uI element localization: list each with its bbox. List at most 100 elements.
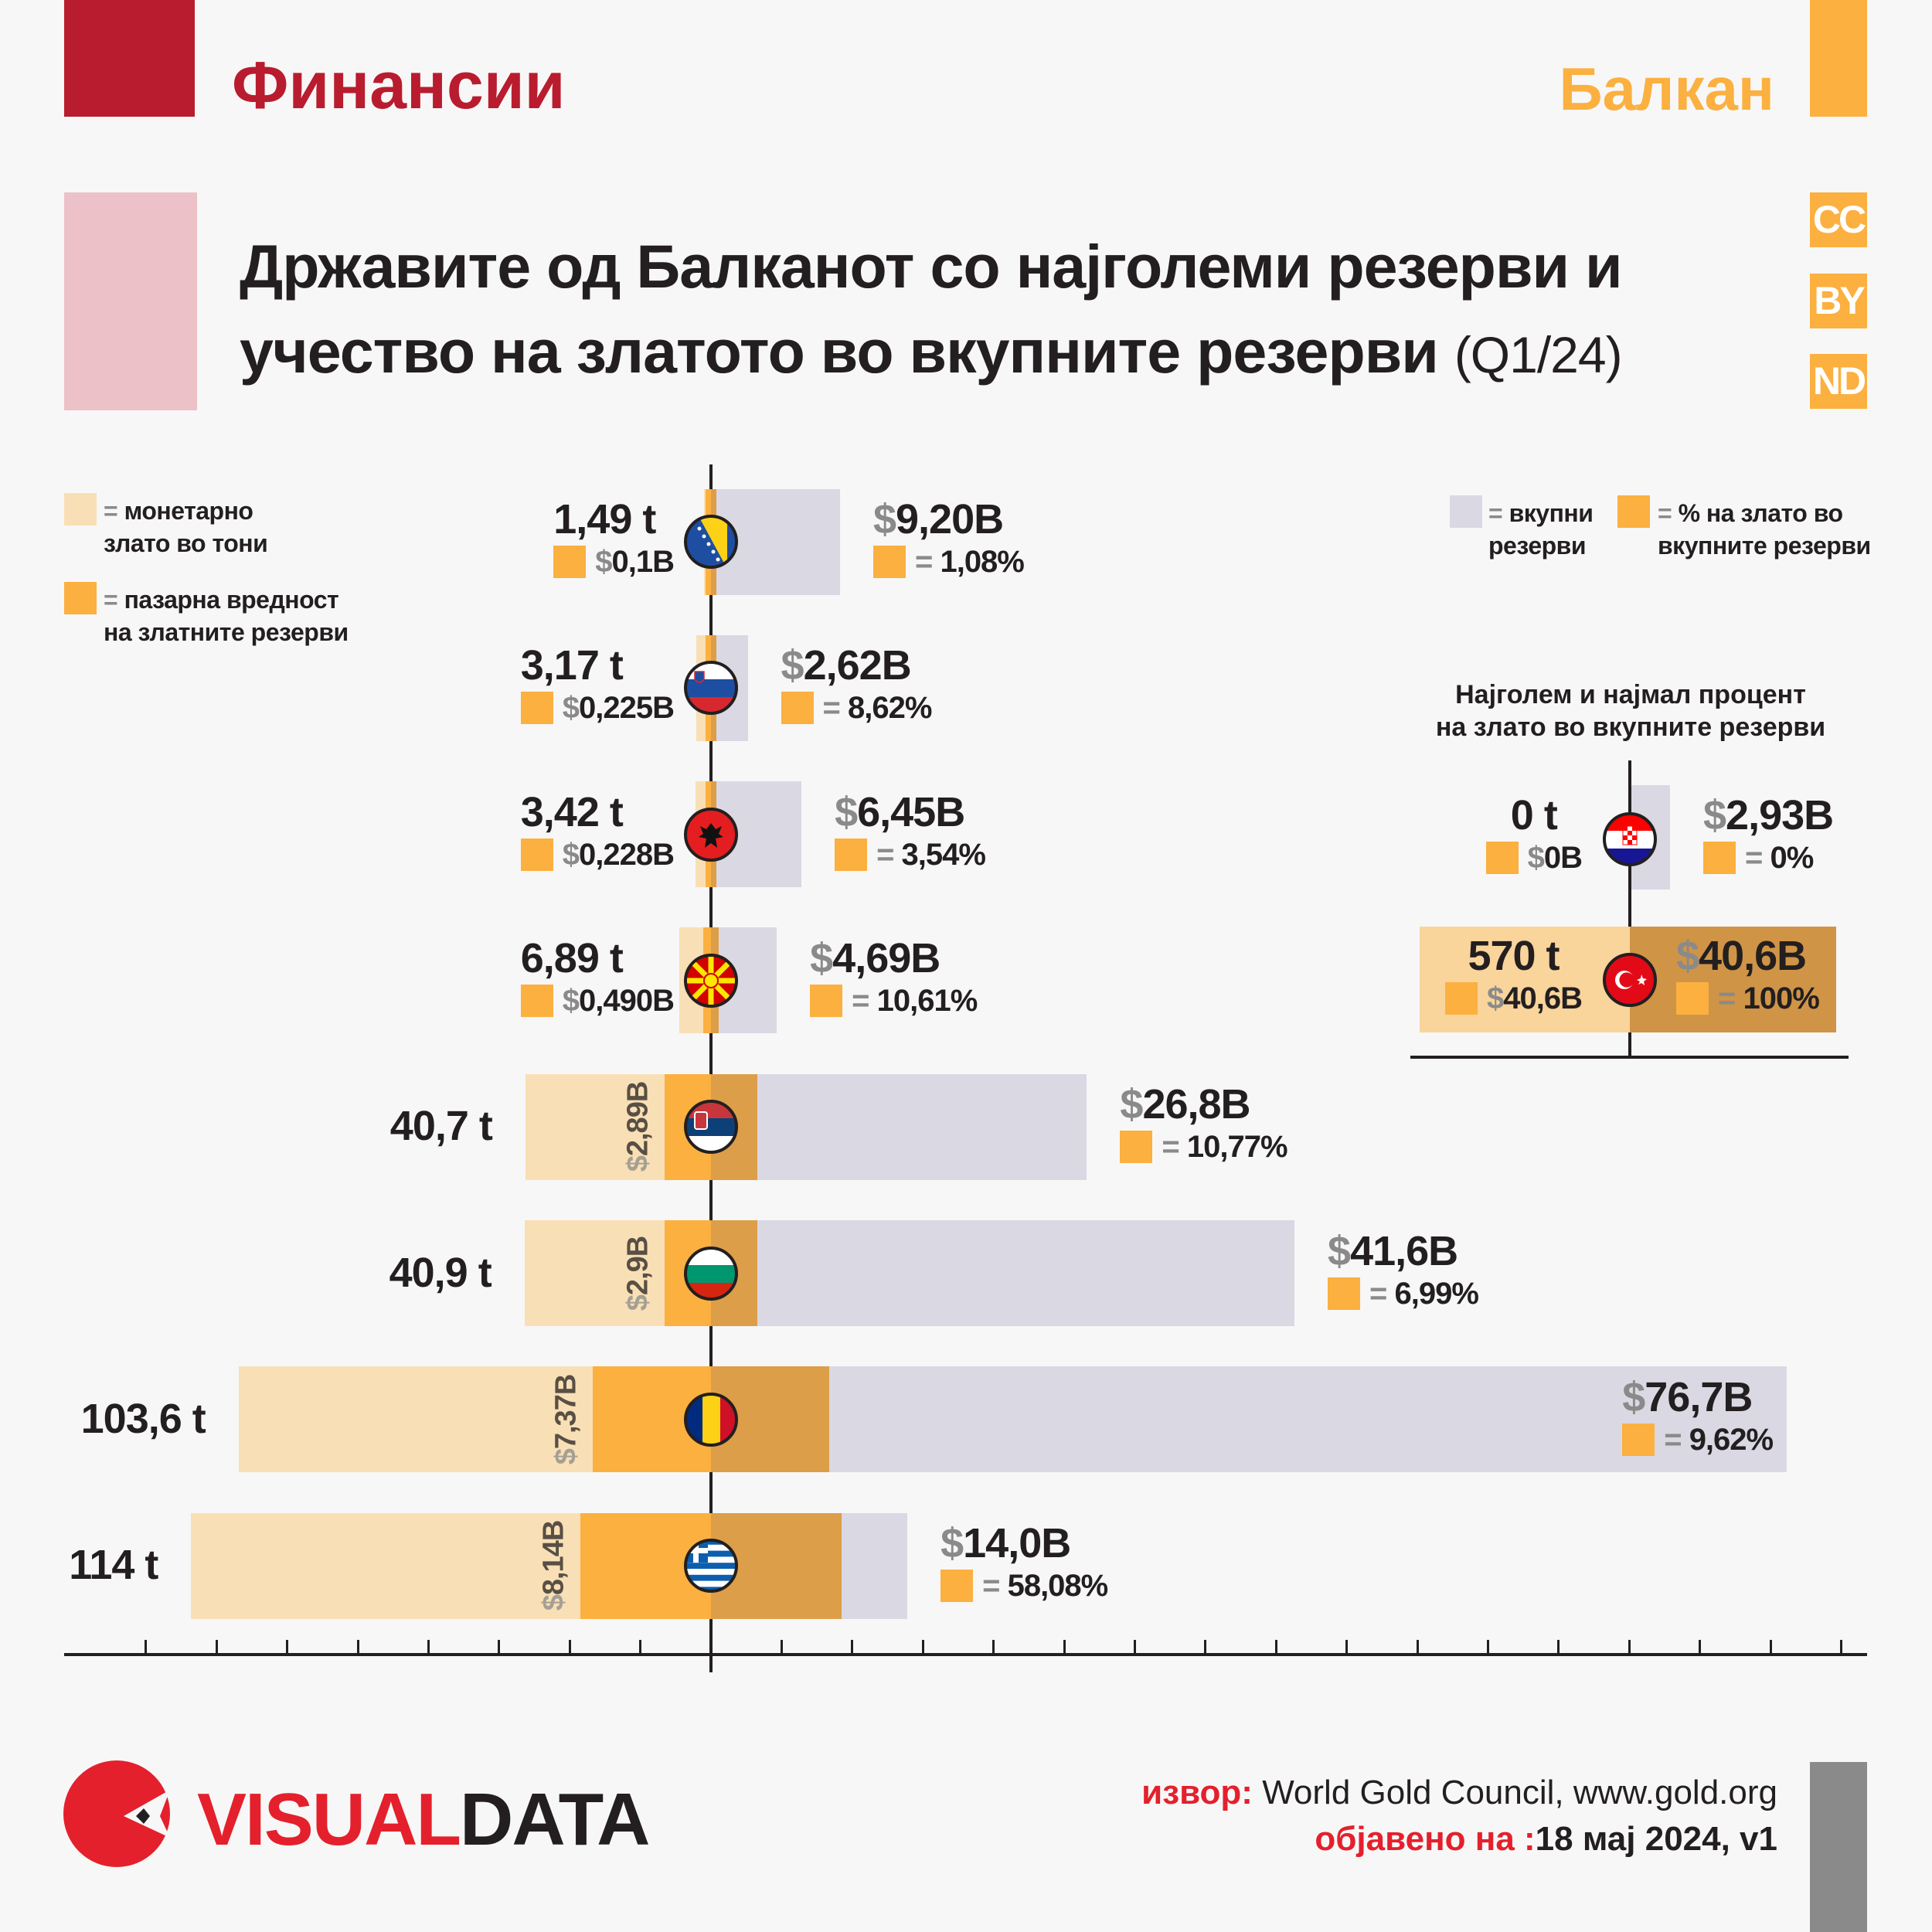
legend-eq: =: [1658, 499, 1672, 527]
tonnes-label: 570 t: [1468, 933, 1560, 979]
license-by-badge: BY: [1810, 274, 1867, 328]
legend-eq: =: [1488, 499, 1503, 527]
axis-tick: [1416, 1640, 1419, 1655]
total-reserves-bar: [711, 1220, 1295, 1326]
gold-share-label: = 10,61%: [810, 982, 978, 1019]
flag-gr: [684, 1539, 738, 1594]
amount: 40,6B: [1699, 933, 1807, 979]
gold-share-label-text: = 6,99%: [1369, 1275, 1479, 1312]
gold-value: 7,37B: [549, 1374, 583, 1449]
inset-horizontal-axis: [1410, 1056, 1849, 1059]
right-label-block: $6,45B = 3,54%: [835, 788, 986, 873]
total-reserves-label: $2,62B: [781, 641, 932, 689]
gold-value-label: $0,490B: [520, 982, 675, 1019]
gold-share-label-text: = 0%: [1745, 839, 1814, 876]
flag-hr: [1603, 812, 1657, 866]
flag-tr-icon: [1603, 953, 1657, 1007]
currency-sign: $: [1120, 1081, 1143, 1128]
flag-rs-icon: [684, 1100, 738, 1155]
tonnes-label: 3,42 t: [520, 788, 624, 835]
gold-value-label: $0,1B: [553, 543, 675, 580]
axis-tick: [992, 1640, 995, 1655]
axis-tick: [1628, 1640, 1631, 1655]
logo-visual: VISUAL: [197, 1778, 461, 1861]
axis-tick: [921, 1640, 924, 1655]
inset-title-line-1: Најголем и најмал процент: [1455, 680, 1806, 709]
value-swatch: [1622, 1423, 1655, 1456]
currency-sign: $: [1328, 1227, 1351, 1274]
total-reserves-label: $26,8B: [1120, 1080, 1287, 1128]
value-swatch: [835, 838, 868, 871]
legend-tonnes-swatch: [64, 493, 97, 526]
gold-value: 0,490B: [579, 983, 675, 1018]
gold-share-label: = 9,62%: [1622, 1421, 1774, 1458]
axis-tick: [1133, 1640, 1136, 1655]
flag-gr-icon: [684, 1539, 738, 1594]
inset-right-label-block: $2,93B = 0%: [1703, 791, 1834, 876]
gold-value-label: $0,225B: [520, 689, 675, 726]
gold-share-label: = 100%: [1676, 980, 1820, 1017]
logo-data: DATA: [460, 1778, 650, 1861]
flag-mk: [684, 953, 738, 1008]
inset-title-line-2: на злато во вкупните резерви: [1435, 713, 1826, 742]
axis-tick: [427, 1640, 430, 1655]
axis-tick: [1557, 1640, 1560, 1655]
eq-sign: =: [1162, 1130, 1179, 1165]
tonnes-label: 0 t: [1510, 792, 1558, 838]
gold-value-vertical-label: $2,89B: [622, 1082, 655, 1172]
amount: 41,6B: [1350, 1227, 1458, 1274]
legend-value: = пазарна вредност на златните резерви: [104, 583, 359, 648]
gold-value: 0,1B: [611, 545, 675, 579]
left-label-block: 1,49 t $0,1B: [553, 495, 675, 580]
visualdata-logo-icon: [63, 1760, 170, 1867]
flag-bg: [684, 1246, 738, 1301]
axis-tick: [1486, 1640, 1489, 1655]
left-label-block: 6,89 t $0,490B: [520, 934, 675, 1019]
inset-right-label-block: $40,6B = 100%: [1676, 932, 1820, 1017]
source-block: извор: World Gold Council, www.gold.org …: [1141, 1770, 1777, 1862]
currency-sign: $: [562, 691, 580, 726]
gold-value-label-text: $0,228B: [563, 836, 675, 873]
value-swatch: [1703, 842, 1736, 874]
currency-sign: $: [537, 1595, 570, 1611]
value-swatch: [520, 838, 553, 871]
share-value: 100%: [1743, 981, 1819, 1015]
eq-sign: =: [852, 983, 869, 1018]
legend-share: = % на злато во вкупните резерви: [1658, 497, 1874, 562]
gold-value-vertical-label: $2,9B: [621, 1236, 655, 1310]
currency-sign: $: [835, 788, 858, 835]
right-label-block: $4,69B = 10,61%: [810, 934, 978, 1019]
tonnes-label: 40,9 t: [389, 1249, 492, 1296]
share-value: 8,62%: [848, 691, 932, 726]
source-text: World Gold Council, www.gold.org: [1262, 1774, 1777, 1811]
published-label: објавено на :: [1315, 1820, 1536, 1858]
gold-share-label-text: = 58,08%: [982, 1567, 1108, 1604]
currency-sign: $: [1527, 841, 1545, 875]
gold-share-label: = 3,54%: [835, 836, 986, 873]
currency-sign: $: [940, 1520, 964, 1567]
left-label-block: 3,17 t $0,225B: [520, 641, 675, 726]
tonnes-label: 6,89 t: [520, 934, 624, 981]
gold-value-label: $0B: [1485, 839, 1583, 876]
value-swatch: [940, 1570, 974, 1603]
right-label-block: $2,62B = 8,62%: [781, 641, 932, 726]
axis-tick: [498, 1640, 501, 1655]
value-swatch: [781, 692, 814, 725]
axis-tick: [568, 1640, 571, 1655]
flag-al-icon: [684, 807, 738, 862]
gold-value: 0B: [1543, 841, 1583, 875]
legend-share-label: % на злато во вкупните резерви: [1658, 499, 1871, 560]
gold-value-label-text: $0B: [1527, 839, 1583, 876]
right-label-block: $26,8B = 10,77%: [1120, 1080, 1288, 1165]
eq-sign: =: [1664, 1422, 1682, 1457]
amount: 2,62B: [803, 642, 912, 689]
value-swatch: [553, 546, 587, 578]
share-value: 6,99%: [1394, 1276, 1479, 1311]
gold-value: 2,9B: [621, 1236, 655, 1295]
gold-share-label-text: = 100%: [1718, 980, 1820, 1017]
axis-tick: [1063, 1640, 1066, 1655]
legend-eq: =: [104, 497, 118, 525]
share-value: 3,54%: [901, 837, 986, 872]
total-reserves-bar: [711, 1073, 1087, 1180]
axis-tick: [286, 1640, 289, 1655]
